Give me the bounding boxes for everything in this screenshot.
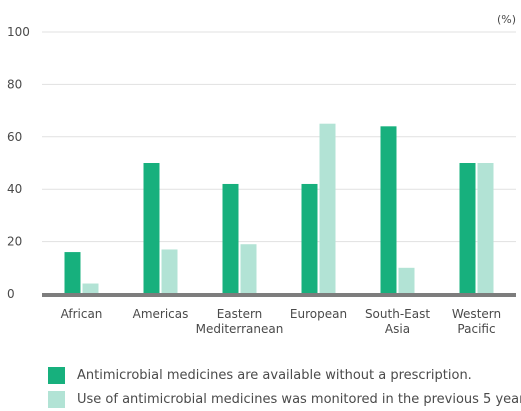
bar	[301, 183, 318, 294]
legend-label: Antimicrobial medicines are available wi…	[77, 367, 472, 383]
bar	[380, 126, 397, 294]
legend: Antimicrobial medicines are available wi…	[48, 363, 521, 411]
bar	[82, 283, 99, 294]
y-tick-label: 80	[7, 77, 22, 91]
bar	[240, 244, 257, 294]
unit-label: (%)	[497, 13, 516, 26]
bar	[222, 183, 239, 294]
bar	[319, 123, 336, 294]
bar	[459, 163, 476, 294]
legend-swatch	[48, 390, 65, 408]
legend-item: Use of antimicrobial medicines was monit…	[48, 387, 521, 411]
y-tick-label: 20	[7, 235, 22, 249]
bar	[477, 163, 494, 294]
legend-swatch	[48, 366, 65, 384]
y-tick-label: 60	[7, 130, 22, 144]
legend-label: Use of antimicrobial medicines was monit…	[77, 391, 521, 407]
x-tick-label: African	[61, 307, 103, 321]
y-tick-label: 0	[7, 287, 15, 301]
y-tick-label: 100	[7, 25, 30, 39]
bar	[161, 249, 178, 294]
x-axis-baseline	[42, 293, 516, 297]
y-tick-label: 40	[7, 182, 22, 196]
x-tick-label: European	[290, 307, 347, 321]
bar	[143, 163, 160, 294]
bar	[398, 267, 415, 294]
x-tick-label: Americas	[133, 307, 189, 321]
x-tick-label: Eastern Mediterranean	[196, 307, 284, 336]
x-tick-label: South-East Asia	[365, 307, 430, 336]
bar	[64, 252, 81, 294]
x-tick-label: Western Pacific	[452, 307, 501, 336]
legend-item: Antimicrobial medicines are available wi…	[48, 363, 521, 387]
